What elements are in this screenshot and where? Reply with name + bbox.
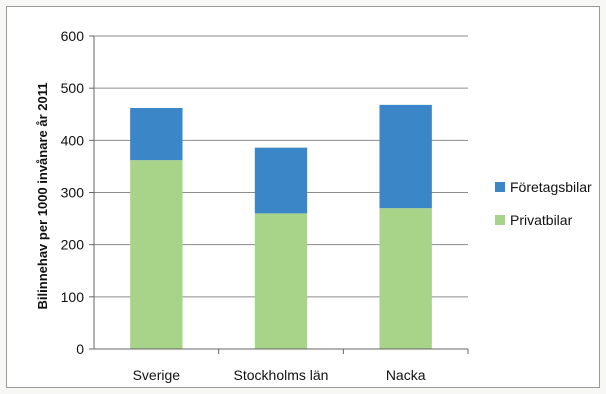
y-tick-label: 300: [61, 185, 85, 201]
x-tick-label: Nacka: [386, 367, 426, 383]
bar-företagsbilar-sverige: [130, 107, 183, 161]
bar-företagsbilar-nacka: [379, 104, 432, 209]
y-tick-labels: 0 100 200 300 400 500 600: [61, 28, 85, 357]
y-tick-label: 200: [61, 237, 85, 253]
y-tick-label: 0: [76, 341, 84, 357]
legend: Företagsbilar Privatbilar: [495, 179, 592, 228]
legend-swatch: [495, 182, 505, 192]
axes: [89, 35, 469, 354]
y-axis-label: Bilinnehav per 1000 invånare år 2011: [35, 83, 50, 310]
y-tick-label: 100: [61, 289, 85, 305]
x-tick-label: Sverige: [133, 367, 181, 383]
y-tick-label: 500: [61, 80, 85, 96]
bar-privatbilar-sverige: [130, 160, 183, 349]
y-tick-label: 400: [61, 132, 85, 148]
x-tick-label: Stockholms län: [234, 367, 329, 383]
legend-label: Privatbilar: [510, 212, 573, 228]
bar-privatbilar-stockholms-län: [254, 213, 308, 349]
legend-swatch: [495, 215, 505, 225]
x-tick-labels: Sverige Stockholms län Nacka: [133, 367, 426, 383]
bar-företagsbilar-stockholms-län: [254, 147, 308, 214]
bar-privatbilar-nacka: [379, 208, 432, 349]
legend-label: Företagsbilar: [510, 179, 592, 195]
bars: [130, 104, 432, 349]
y-tick-label: 600: [61, 28, 85, 44]
